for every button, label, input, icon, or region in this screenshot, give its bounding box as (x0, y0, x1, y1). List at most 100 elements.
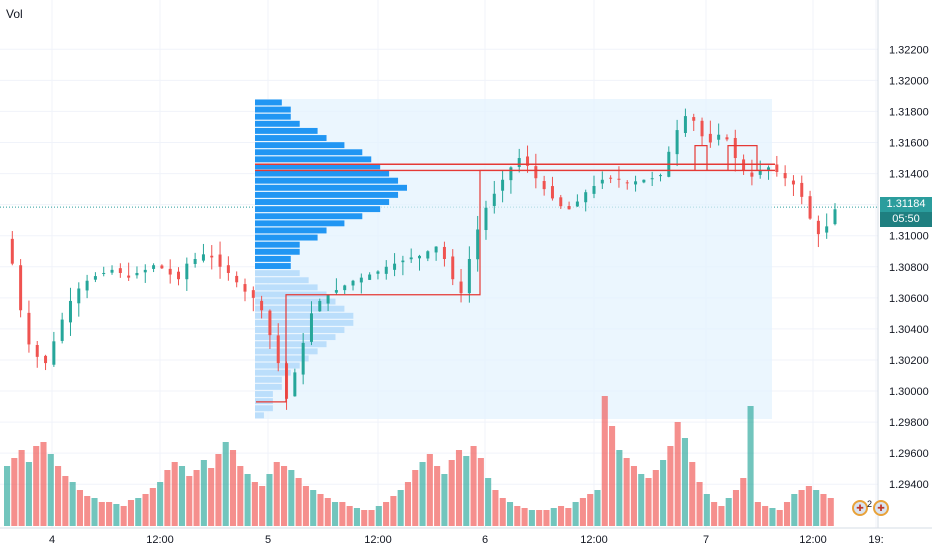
volume-bar (813, 490, 820, 526)
time-tick-label: 12:00 (146, 534, 174, 546)
price-tick-label: 1.30600 (889, 293, 929, 305)
volume-bar (718, 506, 725, 526)
volume-bar (404, 482, 412, 526)
price-tick-label: 1.31000 (889, 231, 929, 243)
candle-body (550, 186, 554, 199)
price-tick-label: 1.31800 (889, 106, 929, 118)
candle-body (19, 265, 23, 311)
candle-body (617, 178, 621, 180)
candle-body (301, 342, 305, 375)
volume-bar (514, 506, 521, 526)
time-tick-label: 7 (703, 534, 709, 546)
price-axis[interactable]: 1.322001.320001.318001.316001.314001.312… (889, 44, 929, 491)
volume-bar (412, 470, 419, 526)
candle-body (609, 177, 613, 179)
candle-body (393, 263, 397, 270)
candle-body (243, 284, 247, 292)
volume-bar (361, 510, 368, 526)
volume-bar (215, 454, 222, 526)
candle-body (152, 265, 156, 269)
candle-body (401, 260, 405, 263)
candle-body (185, 263, 189, 280)
price-tick-label: 1.29600 (889, 448, 929, 460)
volume-bar (18, 450, 25, 526)
volume-bar (186, 476, 193, 526)
volume-bar (295, 478, 302, 526)
volume-profile-row (255, 142, 345, 149)
volume-bar (521, 508, 528, 526)
candle-body (625, 182, 629, 184)
uk-flag-event-icon[interactable]: ✚ (873, 500, 889, 516)
volume-bar (397, 490, 404, 526)
time-tick-label: 4 (49, 534, 55, 546)
volume-bar (732, 490, 740, 526)
candle-body (143, 269, 147, 273)
candle-body (359, 277, 363, 283)
time-axis[interactable]: 4 12:00 5 12:00 6 12:00 7 12:00 19: (49, 534, 884, 546)
volume-bar (149, 488, 156, 526)
volume-indicator-label[interactable]: Vol (6, 7, 23, 21)
candle-body (434, 246, 438, 253)
uk-flag-event-icon[interactable]: ✚ (852, 500, 868, 516)
price-tick-label: 1.29800 (889, 417, 929, 429)
volume-bar (630, 466, 637, 526)
volume-bar (346, 506, 353, 526)
candle-body (634, 181, 638, 185)
candle-body (816, 220, 820, 235)
candle-body (833, 209, 837, 225)
volume-bar (55, 466, 62, 526)
volume-bar (805, 486, 812, 526)
time-tick-label: 6 (482, 534, 488, 546)
candle-body (177, 271, 181, 280)
volume-bar (193, 470, 200, 526)
volume-profile-row (255, 376, 282, 383)
volume-profile-row (255, 170, 390, 177)
volume-bar (783, 502, 791, 526)
volume-bar (237, 466, 244, 526)
volume-bar (33, 446, 40, 526)
volume-bar (696, 482, 703, 526)
volume-profile-row (255, 135, 327, 141)
candle-body (467, 259, 471, 294)
candle-body (451, 256, 455, 280)
volume-profile-row (255, 334, 336, 341)
volume-bar (200, 460, 207, 526)
volume-profile-row (255, 383, 282, 390)
candle-body (501, 179, 505, 191)
candle-body (27, 312, 31, 345)
time-tick-label: 19: (868, 534, 883, 546)
volume-profile-row (255, 156, 372, 163)
volume-bar (98, 502, 105, 526)
volume-profile-row (255, 327, 345, 333)
candle-body (309, 313, 313, 342)
volume-bar (222, 442, 229, 526)
time-tick-label: 12:00 (580, 534, 608, 546)
candle-body (567, 206, 571, 210)
volume-profile-row (255, 220, 345, 227)
candle-body (658, 175, 662, 177)
volume-bar (754, 502, 761, 526)
volume-bar (142, 494, 149, 526)
volume-bar (266, 474, 273, 526)
volume-bar (178, 466, 186, 526)
candle-body (168, 268, 172, 275)
volume-bar (259, 486, 266, 526)
volume-bar (616, 450, 623, 526)
volume-bar (652, 470, 659, 526)
candle-body (326, 294, 330, 304)
candle-body (526, 156, 530, 166)
volume-profile-row (255, 312, 354, 319)
volume-bar (492, 490, 499, 526)
volume-bar (251, 482, 258, 526)
volume-profile-row (255, 341, 327, 348)
candle-body (642, 179, 646, 183)
volume-profile-row (255, 362, 300, 369)
volume-bar (798, 490, 805, 526)
candle-body (118, 268, 122, 273)
volume-bar (91, 498, 98, 526)
volume-profile-row (255, 149, 363, 156)
volume-bar (11, 458, 18, 526)
volume-profile-row (255, 369, 291, 376)
candle-body (783, 173, 787, 179)
